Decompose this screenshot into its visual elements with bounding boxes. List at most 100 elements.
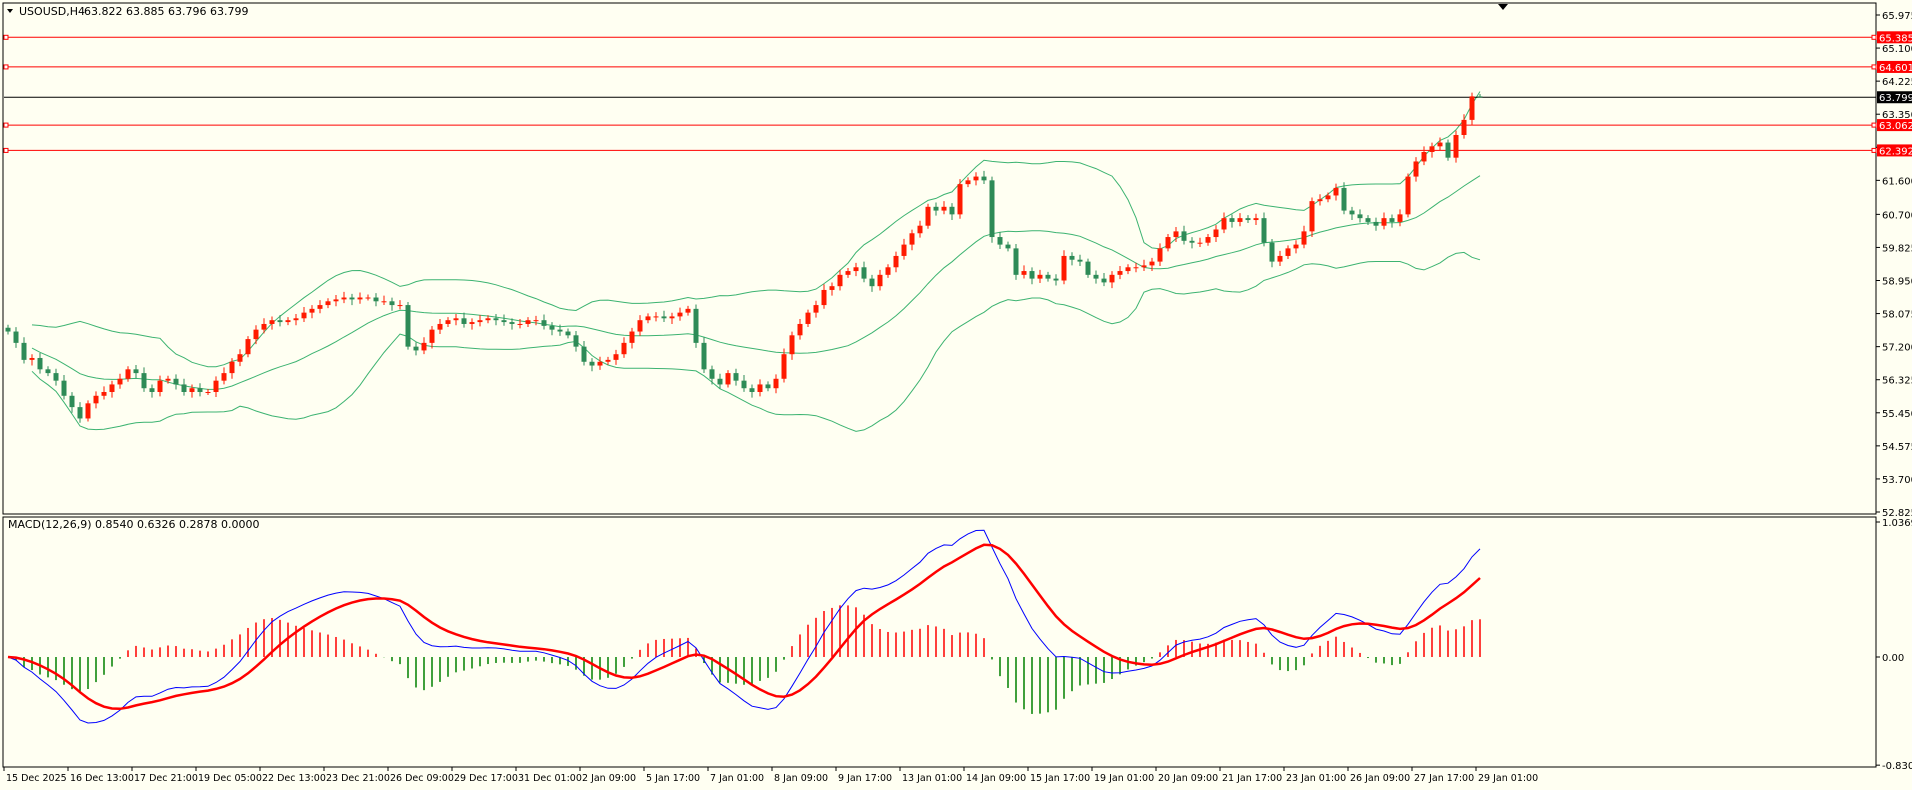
candle [981, 170, 987, 185]
candle [1157, 243, 1163, 266]
candle [45, 366, 51, 377]
price-axis-label: 57.200 [1882, 343, 1912, 354]
time-axis-label: 29 Jan 01:00 [1478, 773, 1538, 784]
candle-body [525, 320, 531, 324]
level-price-label: 62.392 [1879, 146, 1912, 157]
level-handle-icon[interactable] [1871, 122, 1877, 128]
level-handle-icon[interactable] [1871, 64, 1877, 70]
level-handle-icon[interactable] [3, 122, 9, 128]
time-axis-label: 27 Jan 17:00 [1414, 773, 1474, 784]
level-price-badge [1877, 119, 1912, 132]
candle-body [837, 274, 843, 287]
candle-body [573, 335, 579, 347]
candle [349, 293, 355, 306]
candle-body [461, 318, 467, 324]
candle-body [965, 180, 971, 185]
candle [69, 392, 75, 413]
candle-body [661, 316, 667, 319]
price-pane-border [2, 2, 1877, 515]
candle-body [37, 357, 43, 370]
candle [1101, 272, 1107, 287]
candle-body [29, 357, 35, 360]
level-price-label: 65.385 [1879, 33, 1912, 44]
candle-body [1197, 242, 1203, 244]
bollinger-lower-band [31, 251, 1481, 432]
candle-body [125, 369, 131, 379]
level-handle-icon[interactable] [3, 64, 9, 70]
candle [221, 367, 227, 385]
candle [837, 269, 843, 291]
candle [205, 388, 211, 396]
candle-body [485, 318, 491, 321]
candle [229, 358, 235, 379]
candle-body [1421, 152, 1427, 162]
level-handle-icon[interactable] [1871, 147, 1877, 153]
candle-body [1341, 187, 1347, 211]
candle [613, 349, 619, 365]
candle [1045, 271, 1051, 282]
candle [269, 316, 275, 330]
time-axis-label: 23 Dec 21:00 [326, 773, 390, 784]
candle [1277, 250, 1283, 266]
candle [1245, 215, 1251, 224]
time-axis-label: 19 Dec 05:00 [198, 773, 262, 784]
candle [1349, 206, 1355, 221]
candle [381, 295, 387, 305]
candle [1133, 262, 1139, 273]
candle [477, 315, 483, 327]
candle-body [405, 305, 411, 347]
candle [965, 177, 971, 188]
candle-body [1245, 218, 1251, 221]
candle-body [781, 354, 787, 379]
candle [1365, 215, 1371, 225]
candle [989, 176, 995, 243]
candle-body [317, 305, 323, 309]
candle-body [365, 297, 371, 299]
candle-body [845, 271, 851, 275]
candle [1317, 194, 1323, 206]
candle-body [805, 312, 811, 324]
level-handle-icon[interactable] [1871, 34, 1877, 40]
candle-body [1109, 274, 1115, 283]
macd-pane[interactable]: 1.0369 0.00 -0.8307 [2, 516, 1912, 772]
candle [541, 314, 547, 330]
candle-body [1365, 218, 1371, 222]
time-axis: 15 Dec 2025 16 Dec 13:00 17 Dec 21:00 19 De… [3, 767, 1538, 784]
candle [341, 291, 347, 304]
candle [517, 318, 523, 329]
candle [405, 302, 411, 350]
level-handle-icon[interactable] [3, 147, 9, 153]
symbol-label: USOUSD,H4 [19, 5, 85, 18]
candle [117, 373, 123, 389]
triangle-down-icon[interactable] [7, 9, 13, 13]
candle [973, 172, 979, 186]
time-axis-label: 20 Jan 09:00 [1158, 773, 1218, 784]
candle [1325, 192, 1331, 203]
candle [1469, 92, 1475, 126]
candle-body [1237, 218, 1243, 222]
candle-body [445, 320, 451, 324]
candle [733, 368, 739, 386]
candle-body [1149, 261, 1155, 266]
price-pane[interactable]: 52.825 53.700 54.575 55.450 56.325 57.200 58.0… [2, 2, 1912, 519]
candle [101, 386, 107, 400]
candle-body [213, 380, 219, 393]
chart-shift-marker-icon[interactable] [1498, 4, 1508, 10]
candle-body [1269, 242, 1275, 262]
candle-body [1277, 255, 1283, 262]
level-handle-icon[interactable] [3, 34, 9, 40]
candle [1421, 146, 1427, 166]
candle [1333, 183, 1339, 201]
candle-body [877, 274, 883, 287]
time-axis-label: 13 Jan 01:00 [902, 773, 962, 784]
candle [429, 325, 435, 349]
candle [917, 220, 923, 238]
candle [869, 274, 875, 292]
candle-body [869, 278, 875, 287]
candle-body [885, 267, 891, 275]
candle-body [1229, 218, 1235, 222]
time-axis-label: 23 Jan 01:00 [1286, 773, 1346, 784]
macd-axis-label: 1.0369 [1882, 518, 1912, 529]
